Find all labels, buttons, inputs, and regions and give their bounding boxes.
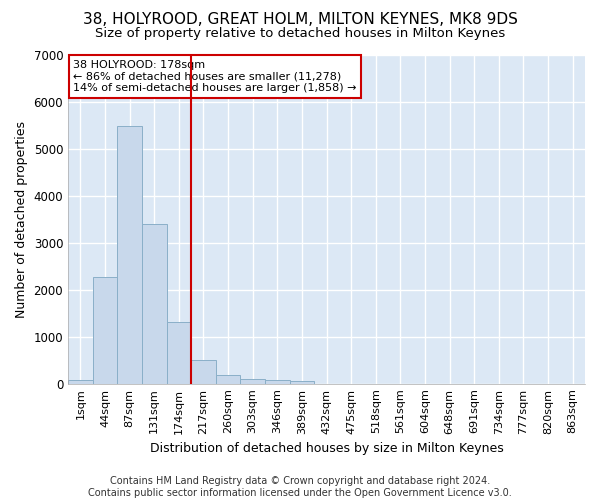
Bar: [216, 376, 241, 384]
Bar: [117, 126, 142, 384]
Text: 38 HOLYROOD: 178sqm
← 86% of detached houses are smaller (11,278)
14% of semi-de: 38 HOLYROOD: 178sqm ← 86% of detached ho…: [73, 60, 357, 93]
Bar: [68, 380, 92, 384]
Bar: [167, 322, 191, 384]
Bar: [241, 380, 265, 384]
Bar: [92, 276, 117, 384]
X-axis label: Distribution of detached houses by size in Milton Keynes: Distribution of detached houses by size …: [149, 442, 503, 455]
Text: Size of property relative to detached houses in Milton Keynes: Size of property relative to detached ho…: [95, 28, 505, 40]
Y-axis label: Number of detached properties: Number of detached properties: [15, 121, 28, 318]
Bar: [290, 381, 314, 384]
Bar: [191, 360, 216, 384]
Text: 38, HOLYROOD, GREAT HOLM, MILTON KEYNES, MK8 9DS: 38, HOLYROOD, GREAT HOLM, MILTON KEYNES,…: [83, 12, 517, 28]
Bar: [265, 380, 290, 384]
Text: Contains HM Land Registry data © Crown copyright and database right 2024.
Contai: Contains HM Land Registry data © Crown c…: [88, 476, 512, 498]
Bar: [142, 224, 167, 384]
